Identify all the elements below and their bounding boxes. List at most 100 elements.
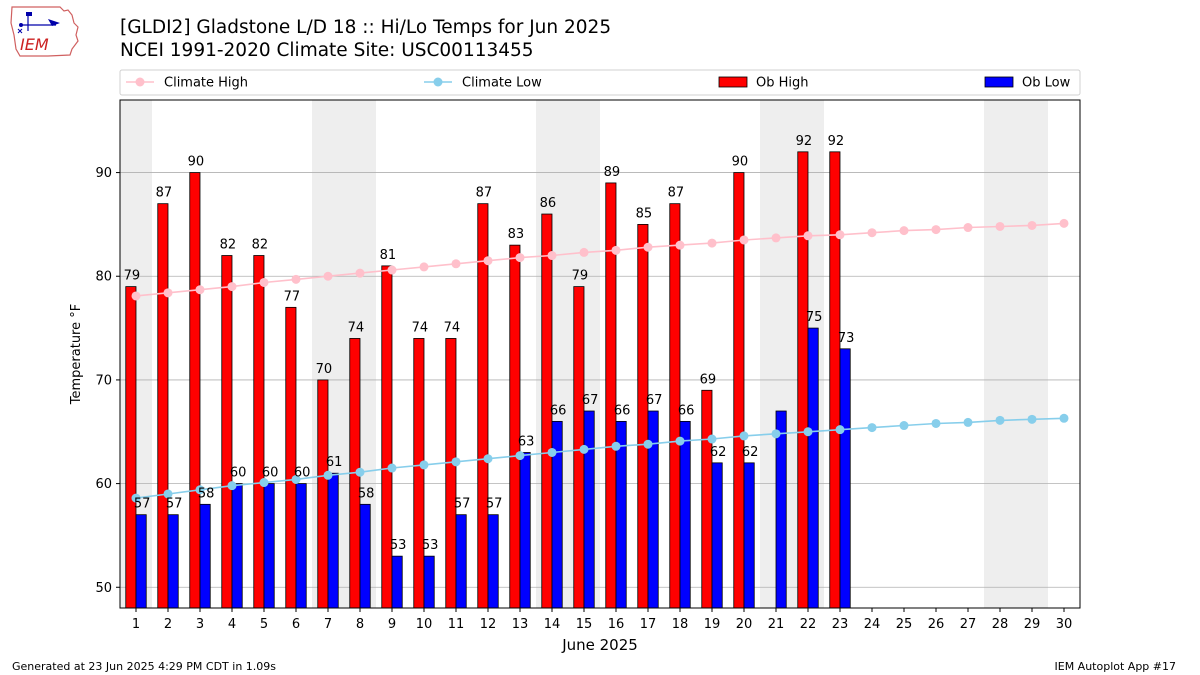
ob-high-label-day-5: 82 <box>252 238 269 253</box>
ob-low-label-day-16: 66 <box>614 403 631 418</box>
x-tick-label-19: 19 <box>704 617 721 632</box>
climate-low-point-day-28 <box>995 415 1005 425</box>
climate-low-point-day-5 <box>259 478 269 488</box>
x-tick-label-11: 11 <box>448 617 465 632</box>
ob-high-label-day-18: 87 <box>668 186 685 201</box>
ob-low-bar-day-7 <box>327 472 339 609</box>
ob-high-label-day-12: 87 <box>476 186 493 201</box>
ob-high-bars <box>125 151 841 609</box>
ob-low-label-day-12: 57 <box>486 497 503 512</box>
ob-low-bar-day-21 <box>775 410 787 609</box>
x-tick-label-26: 26 <box>928 617 945 632</box>
plot-frame <box>119 99 1081 609</box>
ob-high-bar-day-5 <box>253 255 265 609</box>
legend-ob-high-swatch <box>718 76 748 88</box>
y-tick-label-80: 80 <box>95 270 112 285</box>
ob-high-bar-day-9 <box>381 265 393 609</box>
x-tick-label-6: 6 <box>292 617 300 632</box>
x-tick-label-23: 23 <box>832 617 849 632</box>
x-tick-label-7: 7 <box>324 617 332 632</box>
ob-high-bar-day-2 <box>157 203 169 609</box>
climate-high-point-day-22 <box>803 231 813 241</box>
bar-value-labels: 79 57 87 57 90 58 82 60 82 60 77 60 70 61 74 58 81 53 74 53… <box>124 134 855 553</box>
y-grid <box>120 172 1080 588</box>
ob-low-label-day-5: 60 <box>262 466 279 481</box>
ob-high-label-day-10: 74 <box>412 320 429 335</box>
ob-low-label-day-11: 57 <box>454 497 471 512</box>
footer-generated: Generated at 23 Jun 2025 4:29 PM CDT in … <box>12 660 277 673</box>
ob-low-bar-day-19 <box>711 462 723 609</box>
ob-low-bar-day-15 <box>583 410 595 609</box>
climate-high-point-day-18 <box>675 240 685 250</box>
chart-subtitle: NCEI 1991-2020 Climate Site: USC00113455 <box>120 40 534 61</box>
ob-low-label-day-7: 61 <box>326 455 343 470</box>
climate-low-point-day-27 <box>963 417 973 427</box>
ob-low-bar-day-2 <box>167 514 179 609</box>
ob-high-label-day-14: 86 <box>540 196 557 211</box>
ob-high-bar-day-1 <box>125 286 137 609</box>
climate-low-point-day-13 <box>515 451 525 461</box>
ob-low-bar-day-22 <box>807 327 819 609</box>
climate-high-point-day-24 <box>867 228 877 238</box>
ob-low-bar-day-8 <box>359 503 371 609</box>
ob-high-bar-day-17 <box>637 224 649 609</box>
ob-low-bar-day-11 <box>455 514 467 609</box>
ob-low-bar-day-5 <box>263 483 275 609</box>
legend-ob-high-label: Ob High <box>756 76 809 91</box>
ob-high-label-day-2: 87 <box>156 186 173 201</box>
climate-low-point-day-20 <box>739 431 749 441</box>
ob-low-label-day-1: 57 <box>134 497 151 512</box>
climate-high-point-day-3 <box>195 285 205 295</box>
climate-high-point-day-1 <box>131 291 141 301</box>
x-tick-label-29: 29 <box>1024 617 1041 632</box>
climate-low-point-day-21 <box>771 429 781 439</box>
x-tick-label-2: 2 <box>164 617 172 632</box>
x-tick-label-17: 17 <box>640 617 657 632</box>
climate-low-point-day-19 <box>707 434 717 444</box>
climate-low-point-day-23 <box>835 425 845 435</box>
climate-low-point-day-9 <box>387 463 397 473</box>
climate-low-point-day-14 <box>547 447 557 457</box>
climate-high-point-day-16 <box>611 245 621 255</box>
weekend-shade-day-28 <box>984 100 1016 608</box>
climate-high-line <box>135 222 1065 297</box>
x-tick-label-10: 10 <box>416 617 433 632</box>
climate-high-point-day-11 <box>451 259 461 269</box>
ob-low-bar-day-3 <box>199 503 211 609</box>
ob-low-label-day-8: 58 <box>358 486 375 501</box>
climate-high-point-day-27 <box>963 223 973 233</box>
climate-high-point-day-19 <box>707 238 717 248</box>
x-tick-label-30: 30 <box>1056 617 1073 632</box>
climate-high-point-day-13 <box>515 253 525 263</box>
ob-high-bar-day-23 <box>829 151 841 609</box>
climate-high-point-day-21 <box>771 233 781 243</box>
weekend-shading <box>120 100 1048 608</box>
ob-low-bar-day-6 <box>295 483 307 609</box>
x-tick-label-4: 4 <box>228 617 236 632</box>
climate-low-point-day-10 <box>419 460 429 470</box>
climate-high-point-day-6 <box>291 274 301 284</box>
ob-high-bar-day-4 <box>221 255 233 609</box>
climate-low-point-day-3 <box>195 485 205 495</box>
x-tick-label-8: 8 <box>356 617 364 632</box>
legend: Climate High Climate Low Ob High Ob Low <box>119 69 1081 96</box>
ob-high-label-day-13: 83 <box>508 227 525 242</box>
x-tick-label-22: 22 <box>800 617 817 632</box>
ob-low-bar-day-18 <box>679 420 691 609</box>
ob-high-bar-day-22 <box>797 151 809 609</box>
climate-high-point-day-28 <box>995 221 1005 231</box>
ob-low-label-day-18: 66 <box>678 403 695 418</box>
ob-high-label-day-4: 82 <box>220 238 237 253</box>
ob-low-label-day-10: 53 <box>422 538 439 553</box>
ob-low-bars <box>135 327 851 609</box>
y-tick-label-60: 60 <box>95 477 112 492</box>
ob-low-bar-day-23 <box>839 348 851 609</box>
ob-high-label-day-9: 81 <box>380 248 397 263</box>
ob-low-label-day-19: 62 <box>710 445 727 460</box>
x-tick-label-3: 3 <box>196 617 204 632</box>
ob-high-bar-day-11 <box>445 338 457 609</box>
x-tick-label-15: 15 <box>576 617 593 632</box>
climate-high-point-day-14 <box>547 251 557 261</box>
x-tick-label-18: 18 <box>672 617 689 632</box>
